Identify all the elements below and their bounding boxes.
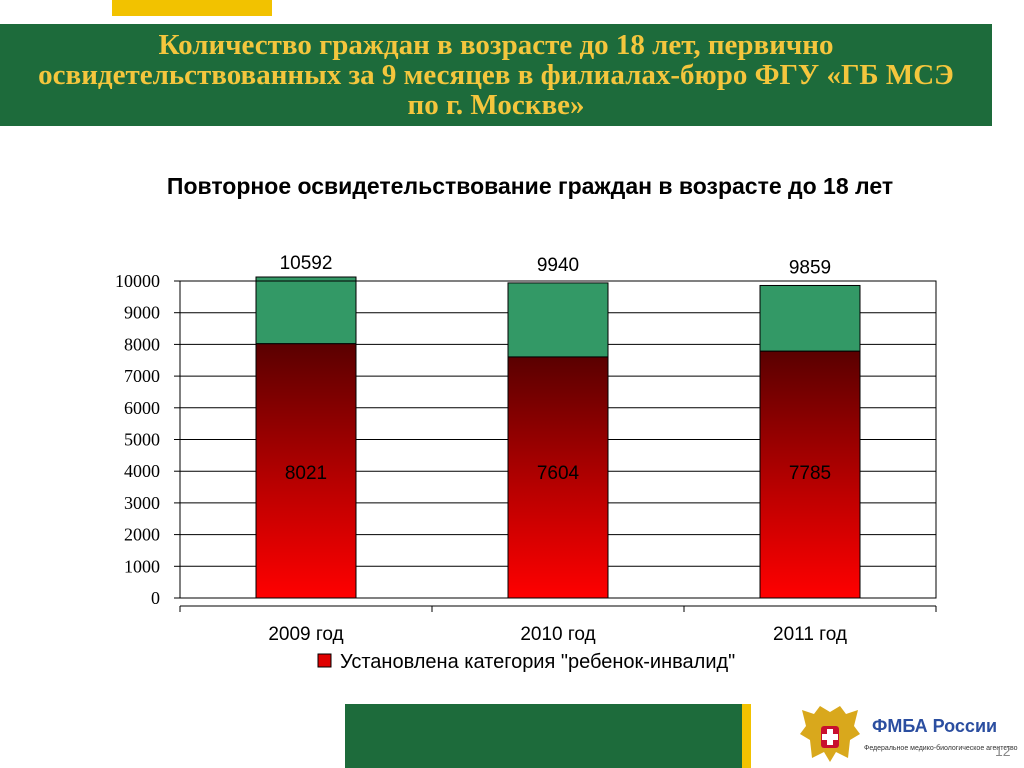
- chart-title: Повторное освидетельствование граждан в …: [166, 173, 894, 199]
- y-tick-label: 10000: [115, 271, 160, 291]
- y-tick-label: 7000: [124, 366, 160, 386]
- slide-header: Количество граждан в возрасте до 18 лет,…: [0, 24, 992, 126]
- series-data-label: 7604: [537, 463, 580, 484]
- bar-total-segment: [255, 276, 357, 345]
- total-data-label: 9859: [789, 257, 831, 278]
- page-number: 12: [995, 743, 1011, 759]
- y-tick-label: 9000: [124, 303, 160, 323]
- bar-disabled-child-segment: [759, 350, 861, 599]
- stacked-bar-chart: 0 1000 2000 3000 4000 5000 6000 7000 8000 9000 100…: [115, 253, 937, 673]
- y-tick-label: 3000: [124, 493, 160, 513]
- y-tick-label: 8000: [124, 334, 160, 354]
- legend-swatch: [317, 653, 332, 668]
- slide-title: Количество граждан в возрасте до 18 лет,…: [38, 29, 954, 121]
- y-tick-label: 5000: [124, 430, 160, 450]
- bar-disabled-child-segment: [507, 356, 609, 599]
- bar-total-segment: [507, 282, 609, 358]
- y-tick-label: 2000: [124, 525, 160, 545]
- x-tick-label: 2009 год: [268, 624, 343, 645]
- total-data-label: 9940: [537, 255, 579, 276]
- legend-label: Установлена категория "ребенок-инвалид": [340, 651, 735, 673]
- double-headed-eagle-emblem-icon: [800, 706, 860, 762]
- x-tick-label: 2011 год: [773, 624, 847, 645]
- y-tick-label: 0: [151, 588, 160, 608]
- series-data-label: 8021: [285, 463, 327, 484]
- y-tick-label: 1000: [124, 556, 160, 576]
- footer-bar: [345, 704, 742, 768]
- y-tick-label: 4000: [124, 461, 160, 481]
- bar-total-segment: [759, 284, 861, 352]
- x-tick-label: 2010 год: [520, 624, 595, 645]
- bar-disabled-child-segment: [255, 343, 357, 599]
- series-data-label: 7785: [789, 463, 831, 484]
- org-subtitle: Федеральное медико-биологическое агентст…: [864, 745, 1018, 752]
- plot-area-border: [179, 280, 937, 599]
- y-tick-label: 6000: [124, 398, 160, 418]
- org-name: ФМБА России: [872, 716, 998, 736]
- total-data-label: 10592: [280, 253, 333, 274]
- footer-accent: [742, 704, 751, 768]
- top-accent-bar: [112, 0, 272, 16]
